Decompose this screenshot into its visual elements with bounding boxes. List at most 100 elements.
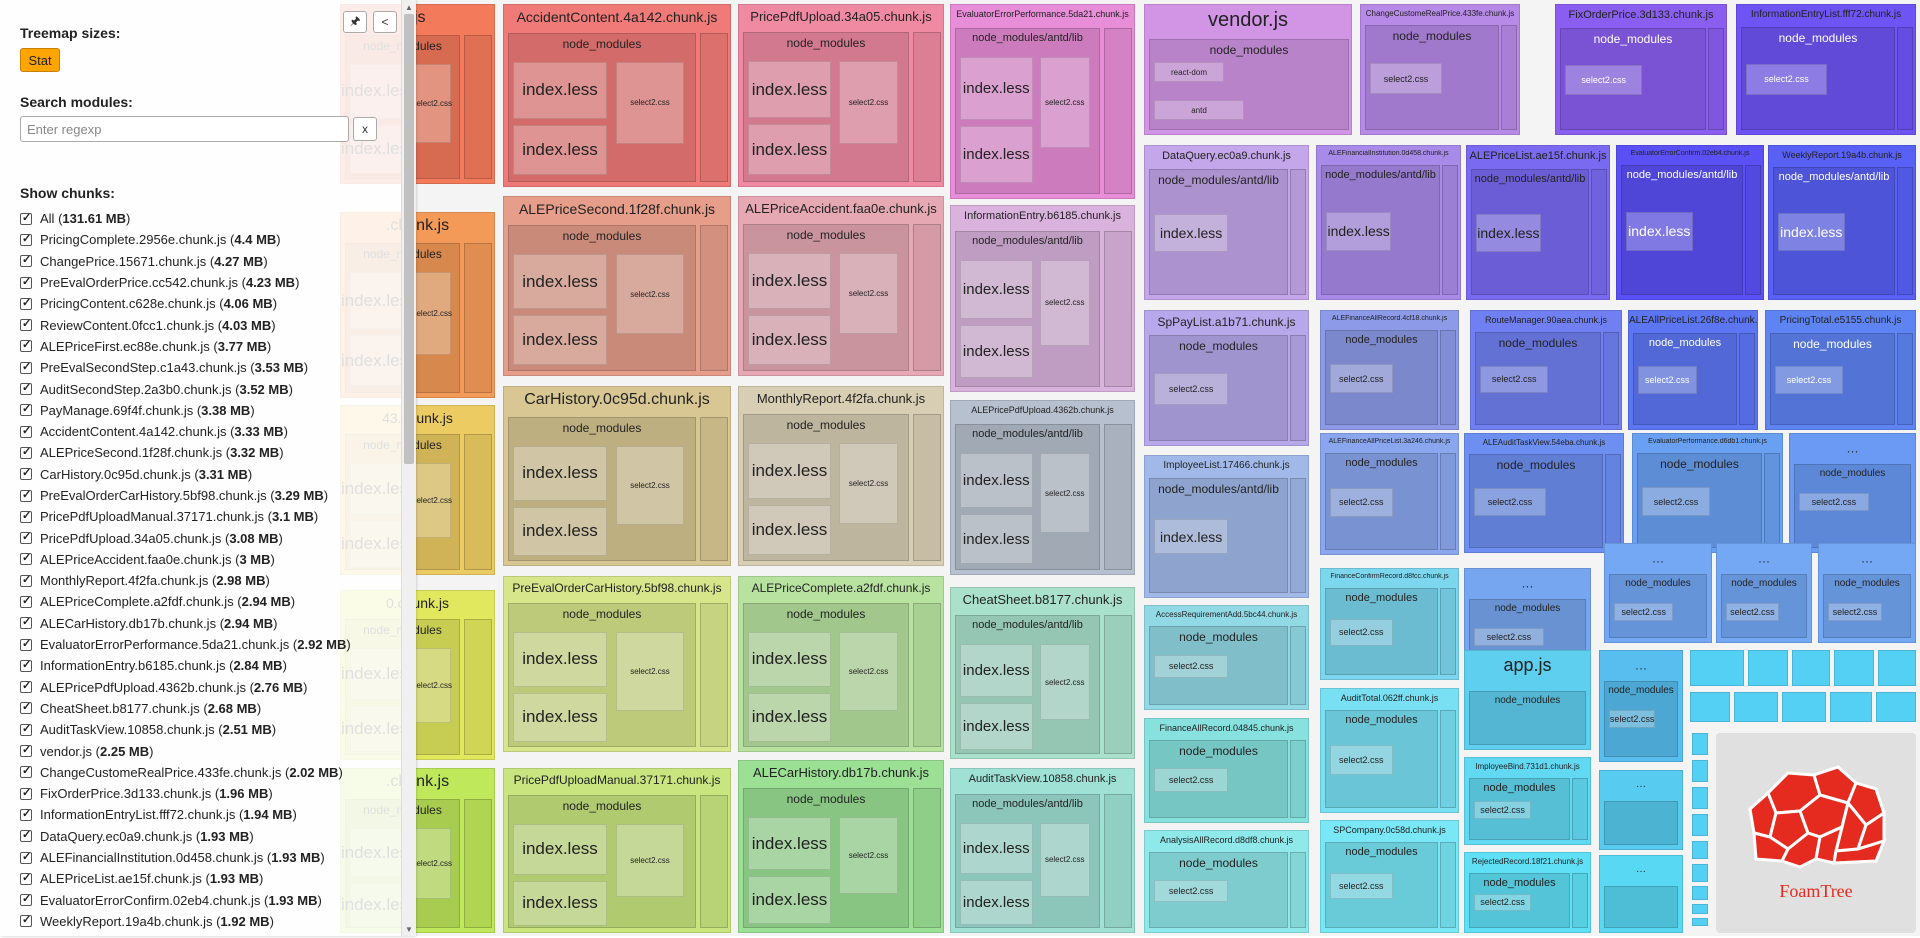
misc-modules-column[interactable] [913,224,941,371]
index-less-module[interactable]: index.less [960,453,1033,509]
chunk-row[interactable]: ALEPriceFirst.ec88e.chunk.js (3.77 MB) [20,336,400,357]
select2-css-module[interactable]: select2.css [1154,768,1229,792]
misc-modules-column[interactable] [913,788,941,928]
pin-icon[interactable]: 🖈 [343,11,367,33]
node-modules-group[interactable]: node_modules/antd/lib index.less index.les… [955,424,1100,570]
node-modules-group[interactable]: node_modules select2.css [1325,842,1438,928]
chunk-tile[interactable]: CheatSheet.b8177.chunk.js node_modules/an… [950,587,1135,759]
select2-css-module[interactable]: select2.css [1775,366,1843,394]
chunk-tile[interactable]: ALECarHistory.db17b.chunk.js node_modules… [738,760,944,933]
chunk-tile[interactable]: ALEPriceList.ae15f.chunk.js node_modules/… [1466,145,1610,300]
chunk-row[interactable]: MonthlyReport.4f2fa.chunk.js (2.98 MB) [20,570,400,591]
chunk-tile[interactable]: ··· node_modules select2.css [1599,650,1683,762]
node-modules-group[interactable]: node_modules select2.css [1149,335,1288,441]
chunk-tile[interactable]: FinanceAllRecord.04845.chunk.js node_modu… [1144,718,1309,823]
chunk-checkbox[interactable] [20,317,32,332]
chunk-row[interactable]: WeeklyReport.19a4b.chunk.js (1.92 MB) [20,911,400,932]
misc-modules-column[interactable] [1501,25,1517,130]
index-less-module[interactable]: index.less [748,124,831,175]
node-modules-group[interactable]: node_modules select2.css [1770,333,1895,425]
chunk-row[interactable]: EvaluatorErrorConfirm.02eb4.chunk.js (1.… [20,890,400,911]
node-modules-group[interactable]: node_modules/antd/lib index.less [1773,167,1895,295]
misc-modules-column[interactable] [464,799,492,928]
misc-modules-column[interactable] [913,603,941,747]
misc-modules-column[interactable] [1745,165,1761,295]
select2-css-module[interactable]: select2.css [412,272,452,355]
misc-modules-column[interactable] [1605,454,1621,548]
chunk-row[interactable]: ChangeCustomeRealPrice.433fe.chunk.js (2… [20,762,400,783]
select2-css-module[interactable]: select2.css [412,648,452,723]
chunk-row[interactable]: ALEFinancialInstitution.0d458.chunk.js (… [20,847,400,868]
index-less-module[interactable]: index.less [513,315,607,366]
index-less-module[interactable]: index.less [513,880,607,926]
node-modules-group[interactable]: node_modules select2.css [1365,25,1499,130]
chunk-row[interactable]: AuditSecondStep.2a3b0.chunk.js (3.52 MB) [20,378,400,399]
small-chunk-tile[interactable] [1690,650,1744,686]
select2-css-module[interactable]: select2.css [1039,453,1090,534]
select2-css-module[interactable]: select2.css [1154,654,1229,679]
chunk-checkbox[interactable] [20,530,32,545]
select2-css-module[interactable]: select2.css [1565,64,1643,96]
select2-css-module[interactable]: select2.css [1154,373,1229,405]
select2-css-module[interactable]: select2.css [1330,873,1393,899]
small-chunk-tile[interactable] [1692,918,1708,926]
index-less-module[interactable]: index.less [513,632,607,687]
misc-modules-column[interactable] [1897,27,1913,130]
select2-css-module[interactable]: select2.css [1330,364,1393,393]
select2-css-module[interactable]: select2.css [1726,603,1779,621]
chunk-checkbox[interactable] [20,786,32,800]
chunk-row[interactable]: AuditTaskView.10858.chunk.js (2.51 MB) [20,719,400,740]
misc-modules-column[interactable] [1897,167,1913,295]
misc-modules-column[interactable] [1440,842,1456,928]
chunk-checkbox[interactable] [20,850,32,864]
chunk-tile[interactable]: AccidentContent.4a142.chunk.js node_modul… [503,4,731,187]
select2-css-module[interactable]: select2.css [1330,619,1393,646]
sidebar-scrollbar[interactable]: ▲ ▼ [401,0,416,936]
index-less-module[interactable]: index.less [748,253,831,309]
chunk-checkbox[interactable] [20,913,32,928]
chunk-tile[interactable]: EvaluatorPerformance.d6db1.chunk.js node_… [1632,433,1783,553]
chunk-tile[interactable]: AccessRequirementAdd.5bc44.chunk.js node_… [1144,605,1309,710]
misc-modules-column[interactable] [1104,231,1132,387]
small-chunk-tile[interactable] [1876,692,1916,722]
index-less-module[interactable]: index.less [513,124,607,176]
antd-module[interactable]: antd [1154,100,1244,120]
select2-css-module[interactable]: select2.css [1480,365,1549,394]
chunk-checkbox[interactable] [20,764,32,779]
chunk-tile[interactable]: ALEAuditTaskView.54eba.chunk.js node_modu… [1464,433,1624,553]
chunk-tile[interactable]: ALEPricePdfUpload.4362b.chunk.js node_mod… [950,400,1135,575]
chunk-tile[interactable]: vendor.js node_modules react-dom antd [1144,4,1352,135]
misc-modules-column[interactable] [1104,794,1132,928]
index-less-module[interactable]: index.less [748,504,831,555]
chunk-checkbox[interactable] [20,594,32,608]
collapsed-group[interactable]: node_modules select2.css [1609,574,1707,638]
misc-modules-column[interactable] [700,33,728,182]
select2-css-module[interactable]: select2.css [616,254,684,335]
misc-modules-column[interactable] [1104,28,1132,194]
node-modules-group[interactable]: node_modules select2.css [1469,454,1603,548]
chunk-tile[interactable]: ChangeCustomeRealPrice.433fe.chunk.js nod… [1360,4,1520,135]
chunk-row[interactable]: ALEPriceList.ae15f.chunk.js (1.93 MB) [20,868,400,889]
misc-modules-column[interactable] [464,619,492,755]
chunk-checkbox[interactable] [20,722,32,736]
select2-css-module[interactable]: select2.css [839,253,898,334]
chunk-tile[interactable]: ALEFinancialInstitution.0d458.chunk.js no… [1316,145,1461,300]
chunk-row[interactable]: FixOrderPrice.3d133.chunk.js (1.96 MB) [20,783,400,804]
misc-modules-column[interactable] [1603,332,1619,425]
node-modules-group[interactable]: node_modules/antd/lib index.less index.les… [955,231,1100,387]
node-modules-group[interactable]: node_modules select2.css [1325,453,1438,550]
chunk-tile[interactable]: PricePdfUploadManual.37171.chunk.js node_… [503,768,731,933]
chunk-checkbox[interactable] [20,338,32,353]
node-modules-group[interactable]: node_modules select2.css [1325,330,1438,425]
small-chunk-tile[interactable] [1690,692,1730,722]
chunk-row[interactable]: CheatSheet.b8177.chunk.js (2.68 MB) [20,698,400,719]
select2-css-module[interactable]: select2.css [839,632,898,712]
collapsed-group[interactable]: node_modules select2.css [1794,464,1911,548]
node-modules-group[interactable]: node_modules select2.css [1637,453,1762,548]
